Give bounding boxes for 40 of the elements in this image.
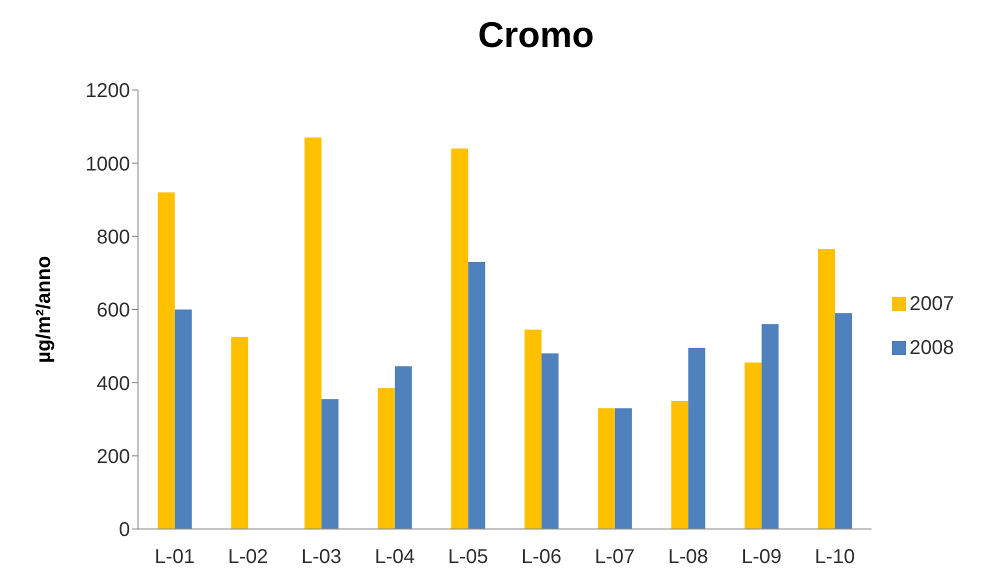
- y-tick-label: 600: [96, 300, 130, 322]
- bar: [598, 408, 615, 529]
- legend-label: 2007: [910, 292, 954, 314]
- x-tick-label: L-10: [814, 546, 855, 568]
- x-tick-label: L-07: [594, 546, 635, 568]
- y-tick-label: 0: [118, 519, 130, 542]
- bar: [304, 138, 322, 529]
- y-tick-label: 800: [96, 226, 130, 248]
- x-tick-label: L-08: [668, 546, 708, 568]
- bar: [688, 348, 706, 529]
- bar: [451, 148, 468, 529]
- bar: [378, 388, 395, 529]
- chart-title: Cromo: [477, 13, 595, 57]
- bar: [818, 249, 835, 529]
- bar: [468, 262, 486, 529]
- bar: [158, 192, 175, 529]
- x-tick-label: L-03: [301, 546, 342, 568]
- x-tick-label: L-01: [154, 546, 195, 568]
- x-tick-label: L-02: [228, 546, 268, 568]
- bar: [174, 310, 192, 529]
- bar: [524, 330, 542, 529]
- bar: [671, 400, 688, 529]
- y-axis-title: µg/m²/anno: [33, 256, 55, 364]
- bar: [744, 362, 762, 529]
- bar: [542, 353, 559, 529]
- legend-label: 2008: [910, 336, 954, 358]
- x-tick-label: L-09: [741, 546, 782, 568]
- bar: [834, 313, 852, 529]
- x-tick-label: L-05: [448, 546, 488, 568]
- bar: [762, 324, 779, 529]
- y-tick-label: 1000: [86, 153, 130, 176]
- y-tick-label: 200: [96, 446, 130, 468]
- bar: [614, 408, 632, 529]
- bar: [394, 366, 412, 529]
- bar: [322, 399, 339, 529]
- y-tick-label: 1200: [86, 80, 130, 102]
- x-tick-label: L-04: [374, 546, 415, 568]
- y-tick-label: 400: [96, 372, 130, 395]
- bar: [231, 336, 248, 529]
- x-tick-label: L-06: [521, 546, 562, 568]
